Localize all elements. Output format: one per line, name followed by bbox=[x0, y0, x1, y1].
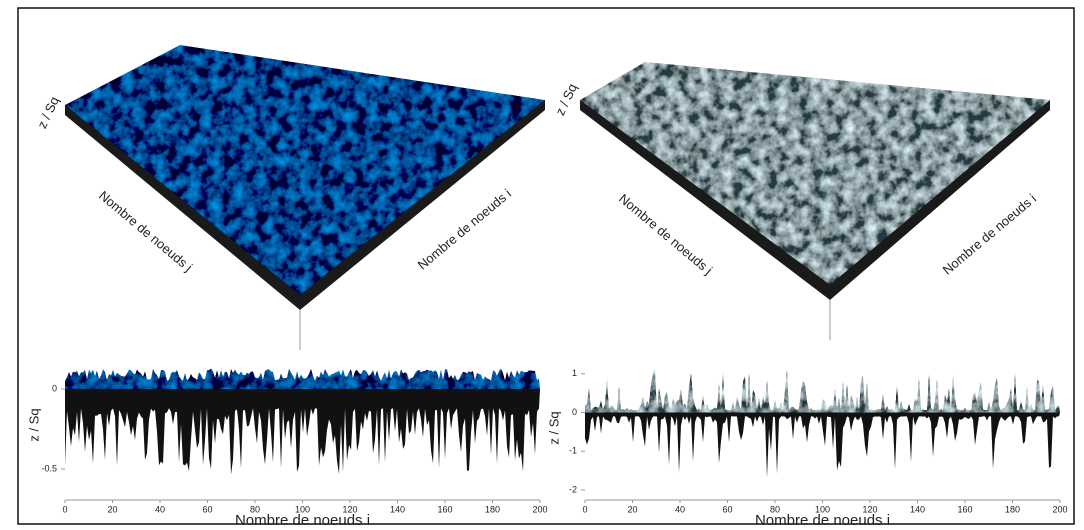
x-tick-label: 180 bbox=[1005, 504, 1020, 514]
x-tick-label: 200 bbox=[532, 504, 547, 514]
x-tick-label: 160 bbox=[957, 504, 972, 514]
x-tick-label: 20 bbox=[107, 504, 117, 514]
y-axis-label: z / Sq bbox=[26, 408, 41, 441]
x-tick-label: 40 bbox=[155, 504, 165, 514]
y-tick-label: -1 bbox=[569, 446, 577, 456]
figure: z / SqNombre de noeuds jNombre de noeuds… bbox=[0, 0, 1084, 530]
x-axis-label: Nombre de noeuds i bbox=[755, 512, 890, 529]
y-axis-label: z / Sq bbox=[546, 411, 561, 444]
y-tick-label: 0 bbox=[572, 407, 577, 417]
x-tick-label: 20 bbox=[627, 504, 637, 514]
x-tick-label: 160 bbox=[437, 504, 452, 514]
y-tick-label: 1 bbox=[572, 368, 577, 378]
x-tick-label: 200 bbox=[1052, 504, 1067, 514]
x-tick-label: 140 bbox=[390, 504, 405, 514]
x-tick-label: 40 bbox=[675, 504, 685, 514]
x-tick-label: 140 bbox=[910, 504, 925, 514]
y-tick-label: -0.5 bbox=[41, 463, 57, 473]
y-tick-label: 0 bbox=[52, 383, 57, 393]
x-axis-label: Nombre de noeuds i bbox=[235, 512, 370, 529]
x-tick-label: 60 bbox=[202, 504, 212, 514]
x-tick-label: 180 bbox=[485, 504, 500, 514]
x-tick-label: 0 bbox=[582, 504, 587, 514]
y-tick-label: -2 bbox=[569, 484, 577, 494]
x-tick-label: 0 bbox=[62, 504, 67, 514]
x-tick-label: 60 bbox=[722, 504, 732, 514]
